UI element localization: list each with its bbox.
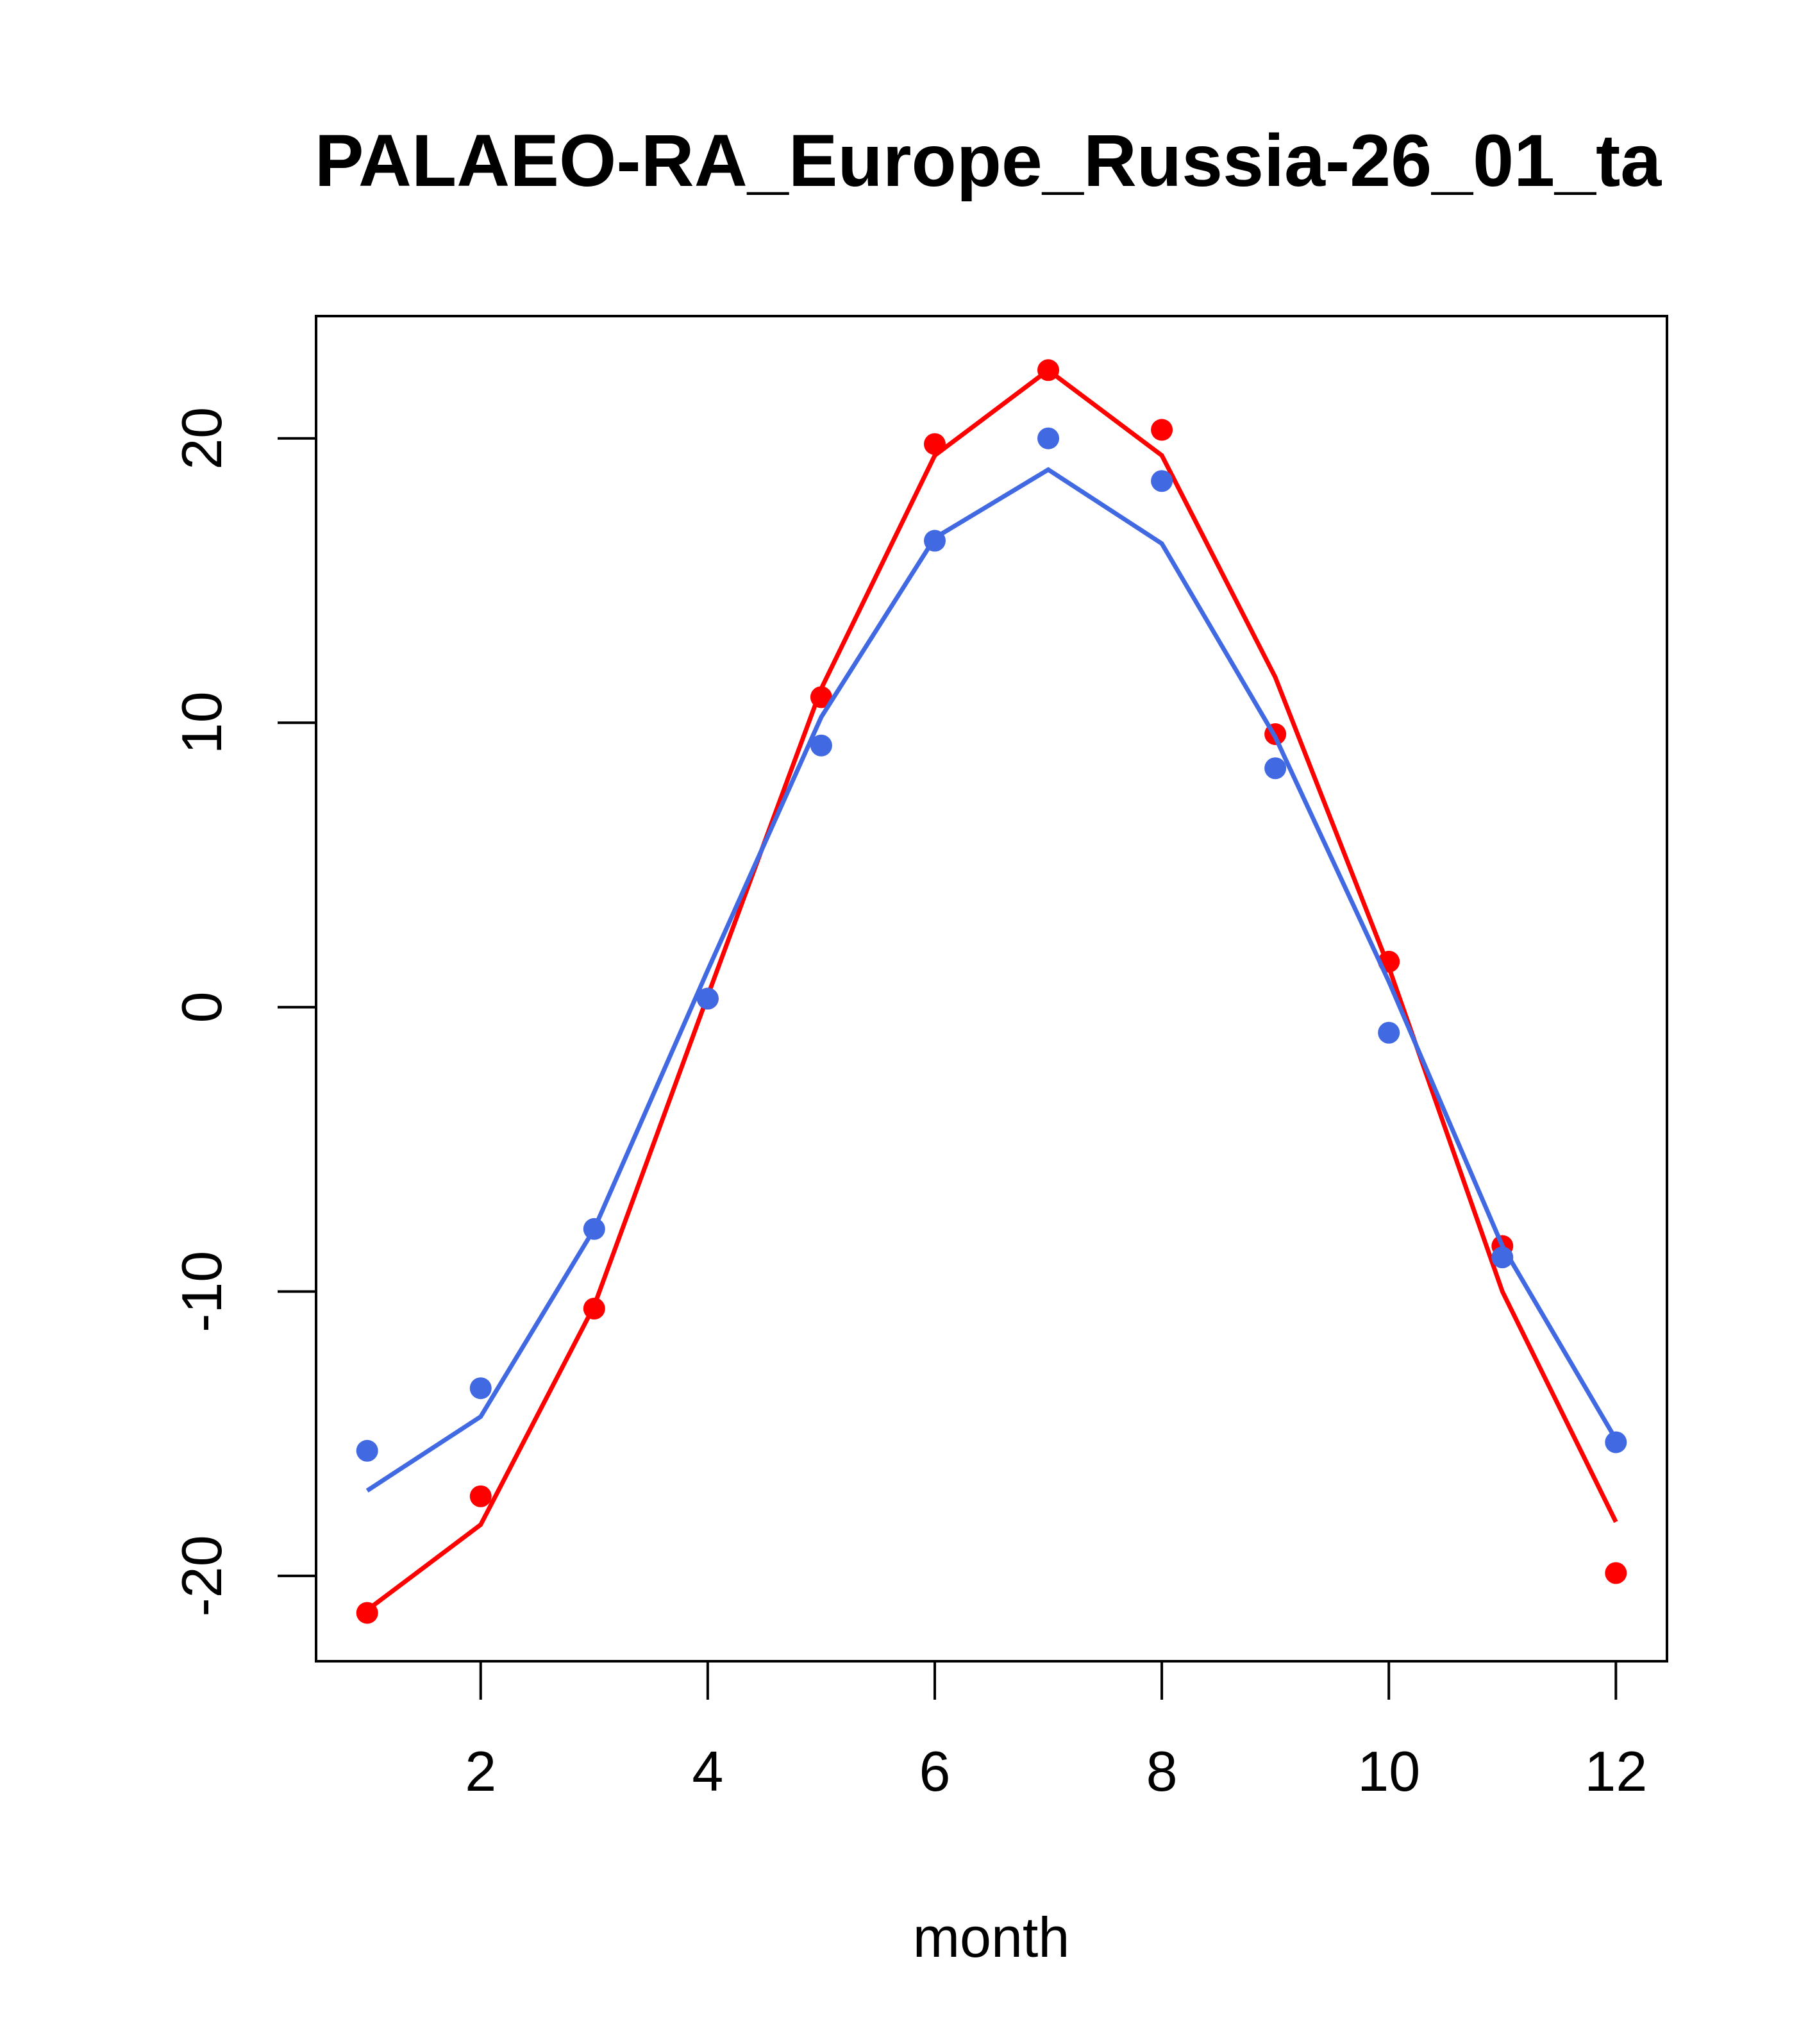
data-point — [1151, 470, 1173, 492]
y-tick-label: -20 — [170, 1535, 233, 1616]
data-point — [469, 1485, 492, 1507]
data-point — [1491, 1246, 1514, 1269]
data-point — [1037, 359, 1060, 381]
x-axis-label: month — [913, 1906, 1070, 1969]
y-tick-label: 0 — [170, 991, 233, 1023]
data-point — [923, 433, 946, 455]
y-axis: -20 -10 0 10 20 — [170, 407, 317, 1617]
x-tick-label: 10 — [1357, 1739, 1420, 1803]
data-point — [1605, 1562, 1627, 1584]
plot-frame — [315, 315, 1668, 1663]
y-tick-label: 20 — [170, 407, 233, 470]
data-point — [356, 1602, 378, 1624]
data-point — [1605, 1431, 1627, 1453]
data-point — [696, 987, 719, 1010]
data-point — [810, 686, 832, 708]
x-tick-label: 2 — [465, 1739, 496, 1803]
series-layer — [356, 359, 1627, 1624]
x-tick-label: 6 — [919, 1739, 950, 1803]
series-1 — [356, 359, 1627, 1624]
x-tick-label: 12 — [1584, 1739, 1647, 1803]
data-point — [583, 1297, 605, 1319]
data-point — [356, 1439, 378, 1462]
x-tick-label: 8 — [1146, 1739, 1178, 1803]
x-tick-label: 4 — [692, 1739, 723, 1803]
data-point — [810, 734, 832, 757]
data-point — [1151, 419, 1173, 441]
chart-title: PALAEO-RA_Europe_Russia-26_01_ta — [315, 120, 1662, 202]
y-tick-label: 10 — [170, 691, 233, 754]
data-point — [1378, 1021, 1400, 1044]
data-point — [1037, 427, 1060, 449]
series-line — [365, 367, 1618, 1612]
y-tick-label: -10 — [170, 1251, 233, 1332]
series-line — [365, 467, 1618, 1493]
data-point — [923, 530, 946, 552]
series-2 — [356, 427, 1627, 1493]
x-axis: 2 4 6 8 10 12 — [465, 1660, 1647, 1803]
data-point — [469, 1377, 492, 1400]
data-point — [1264, 757, 1287, 780]
data-point — [583, 1218, 605, 1240]
